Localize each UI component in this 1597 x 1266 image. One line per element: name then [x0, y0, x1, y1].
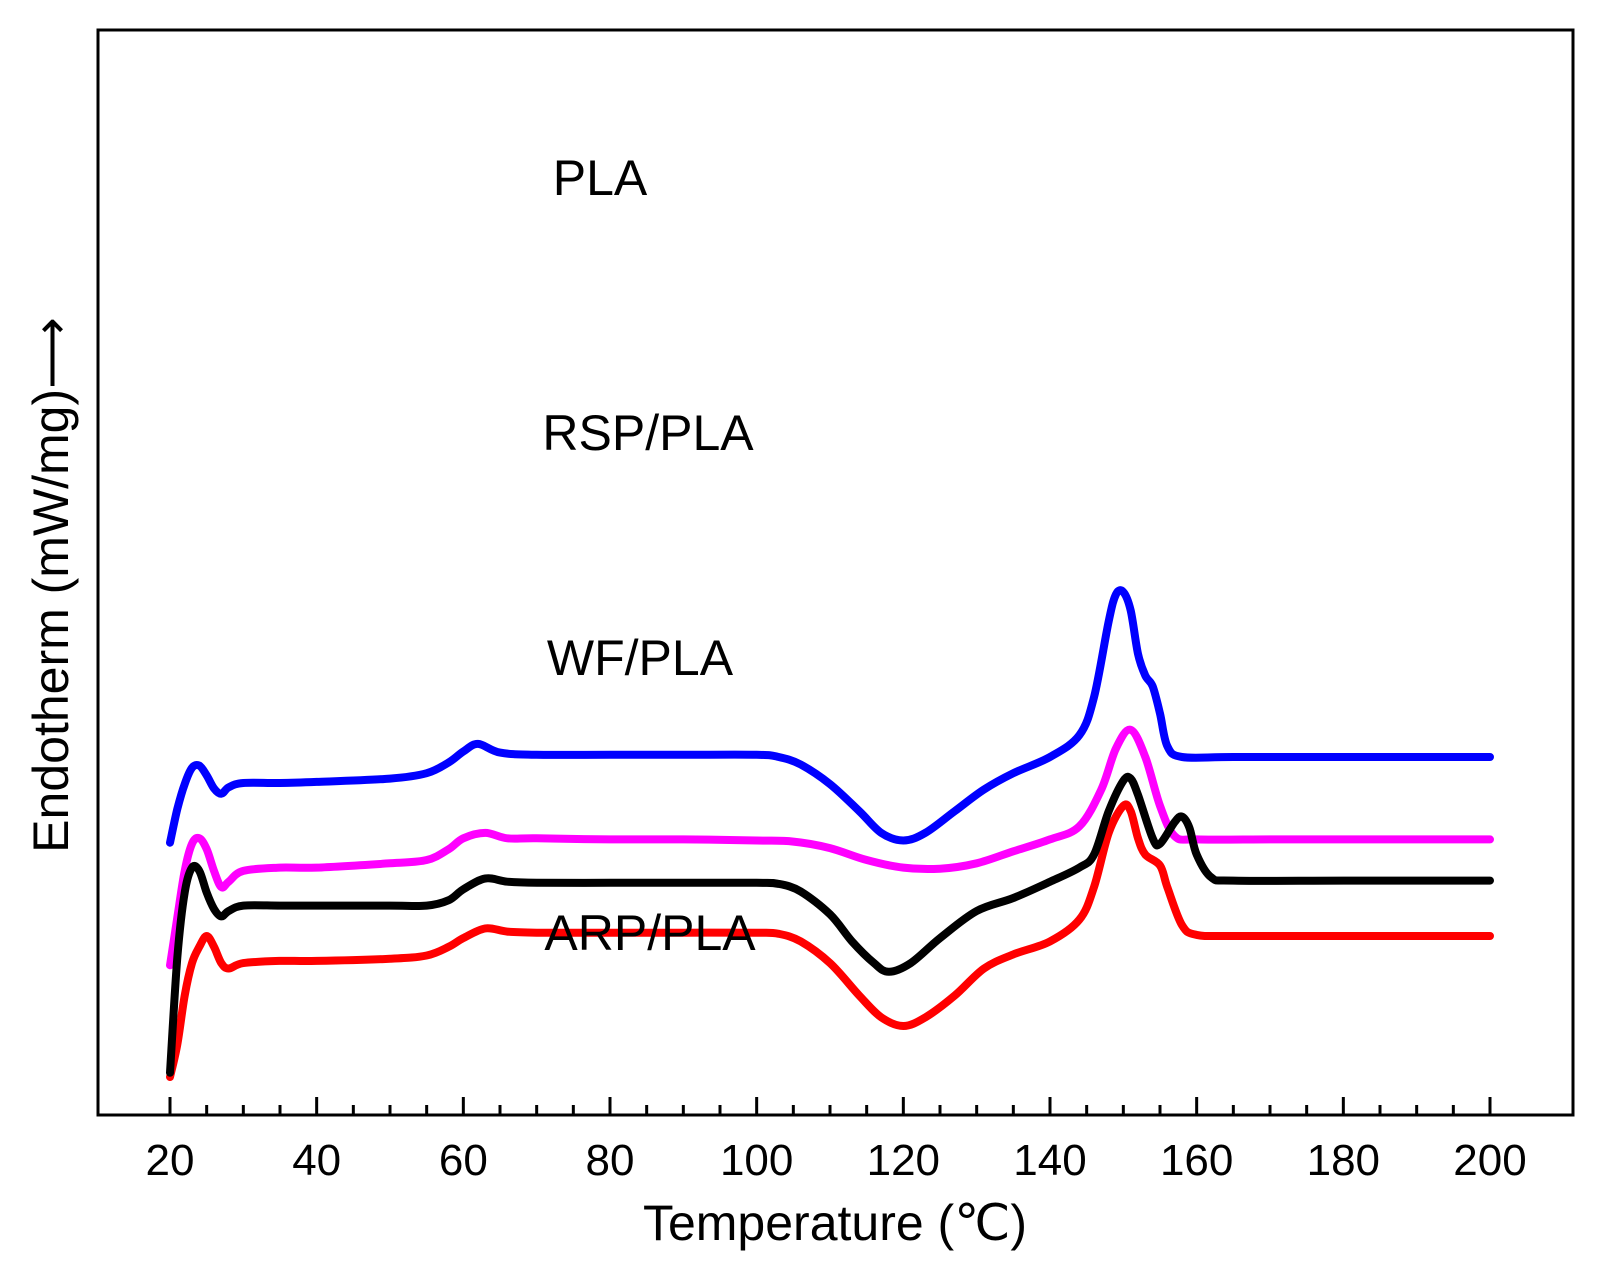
x-tick-label: 40: [292, 1136, 341, 1185]
x-tick-label: 80: [586, 1136, 635, 1185]
label-arp-pla: ARP/PLA: [544, 905, 756, 961]
curves: [166, 586, 1494, 1081]
label-rsp-pla: RSP/PLA: [542, 405, 754, 461]
curve-rsp-pla: [166, 586, 1494, 847]
curve-pla: [166, 725, 1494, 970]
plot-frame: [96, 28, 1575, 1117]
curve-arp-pla: [166, 772, 1494, 1077]
x-ticks: 20 40 60 80 100 120 140 160 180 200: [146, 1097, 1527, 1185]
x-tick-label: 180: [1307, 1136, 1380, 1185]
y-axis-title: Endotherm (mW/mg)⟶: [23, 317, 79, 853]
x-tick-label: 200: [1453, 1136, 1526, 1185]
label-pla: PLA: [553, 150, 648, 206]
series-labels: PLA RSP/PLA WF/PLA ARP/PLA: [542, 150, 756, 961]
x-tick-label: 120: [867, 1136, 940, 1185]
x-tick-label: 20: [146, 1136, 195, 1185]
x-tick-label: 100: [720, 1136, 793, 1185]
x-tick-label: 60: [439, 1136, 488, 1185]
x-tick-label: 140: [1013, 1136, 1086, 1185]
label-wf-pla: WF/PLA: [547, 630, 734, 686]
curve-wf-pla: [166, 800, 1494, 1081]
x-tick-label: 160: [1160, 1136, 1233, 1185]
x-axis-title: Temperature (℃): [643, 1195, 1027, 1251]
